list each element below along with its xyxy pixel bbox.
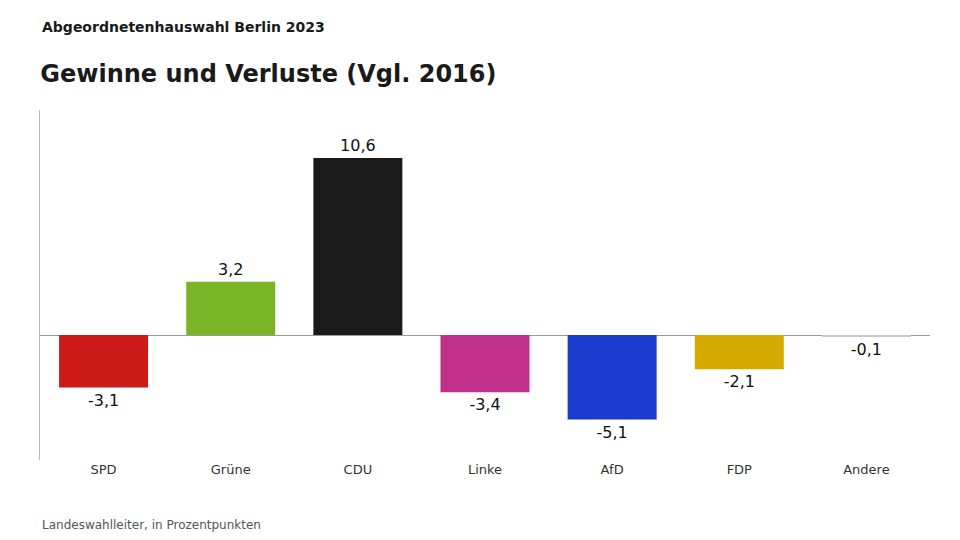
svg-text:3,2: 3,2 [218, 260, 243, 279]
svg-text:Grüne: Grüne [211, 462, 251, 477]
svg-text:SPD: SPD [91, 462, 117, 477]
svg-text:FDP: FDP [727, 462, 752, 477]
svg-text:AfD: AfD [601, 462, 624, 477]
svg-text:Gewinne und Verluste (Vgl. 201: Gewinne und Verluste (Vgl. 2016) [40, 60, 496, 88]
svg-text:CDU: CDU [344, 462, 373, 477]
svg-text:-3,1: -3,1 [88, 391, 119, 410]
svg-text:Linke: Linke [468, 462, 502, 477]
svg-text:-0,1: -0,1 [851, 340, 882, 359]
svg-text:-5,1: -5,1 [597, 423, 628, 442]
svg-text:Landeswahlleiter, in Prozentpu: Landeswahlleiter, in Prozentpunkten [42, 518, 261, 532]
svg-text:10,6: 10,6 [340, 136, 376, 155]
svg-text:-3,4: -3,4 [469, 395, 500, 414]
svg-text:Abgeordnetenhauswahl Berlin 20: Abgeordnetenhauswahl Berlin 2023 [42, 19, 325, 35]
svg-text:-2,1: -2,1 [724, 372, 755, 391]
svg-text:Andere: Andere [843, 462, 889, 477]
